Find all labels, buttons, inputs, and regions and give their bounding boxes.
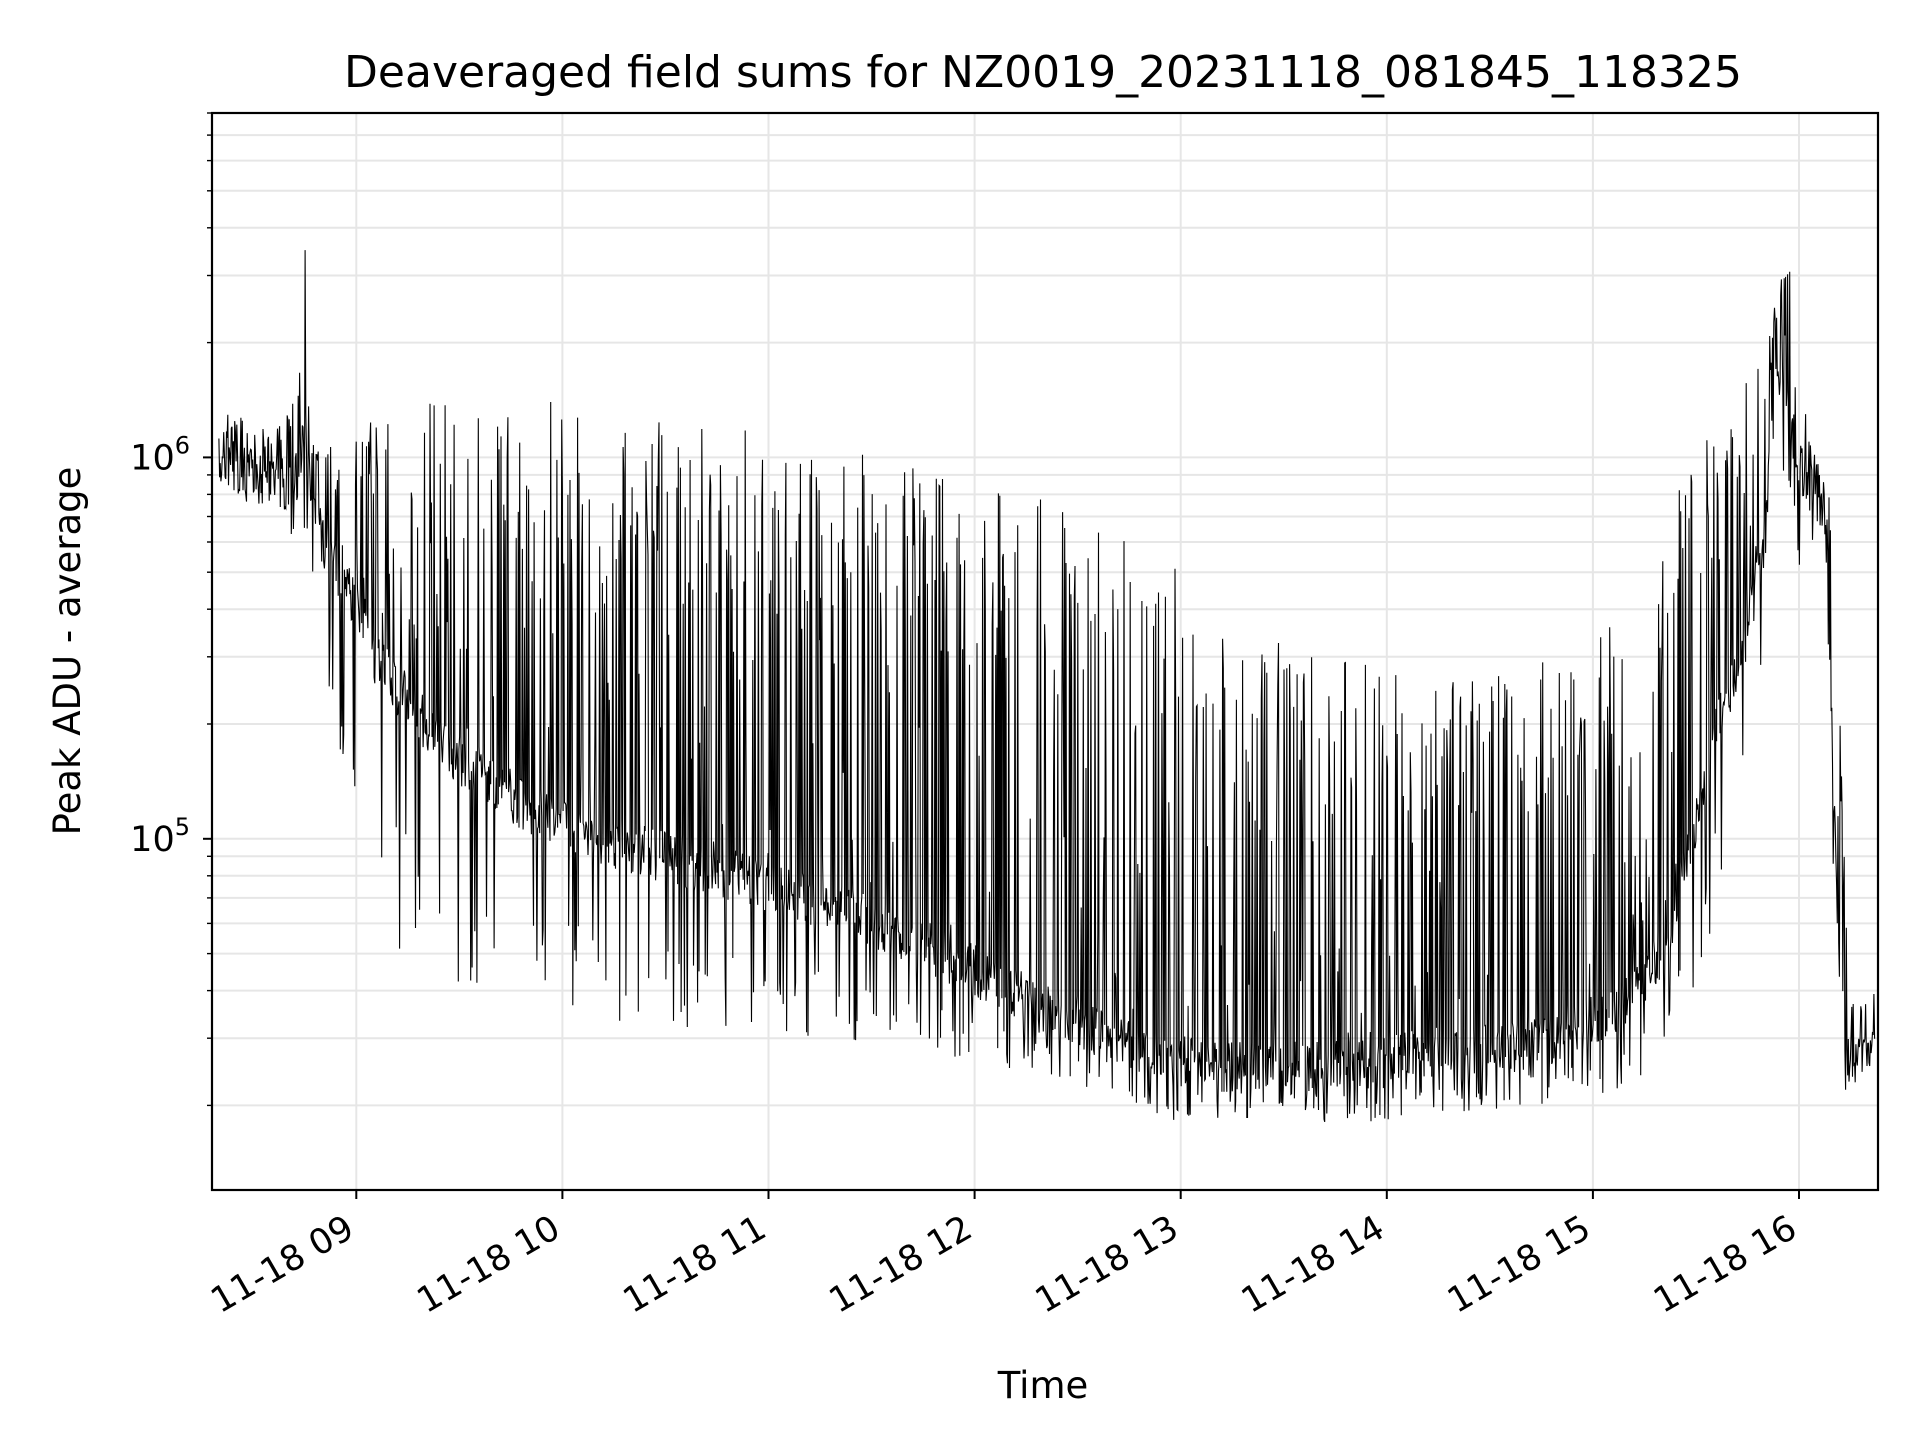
series-layer [218,250,1876,1123]
plot-frame [210,111,1880,1192]
y-tick-label: 106 [130,431,190,478]
x-axis-label: Time [997,1364,1089,1407]
y-ticks: 105 106 [130,112,212,1107]
y-axis-label: Peak ADU - average [46,467,89,836]
series-line [218,250,1876,1123]
y-tick-label: 105 [130,813,190,860]
chart-title: Deaveraged field sums for NZ0019_2023111… [344,47,1742,98]
